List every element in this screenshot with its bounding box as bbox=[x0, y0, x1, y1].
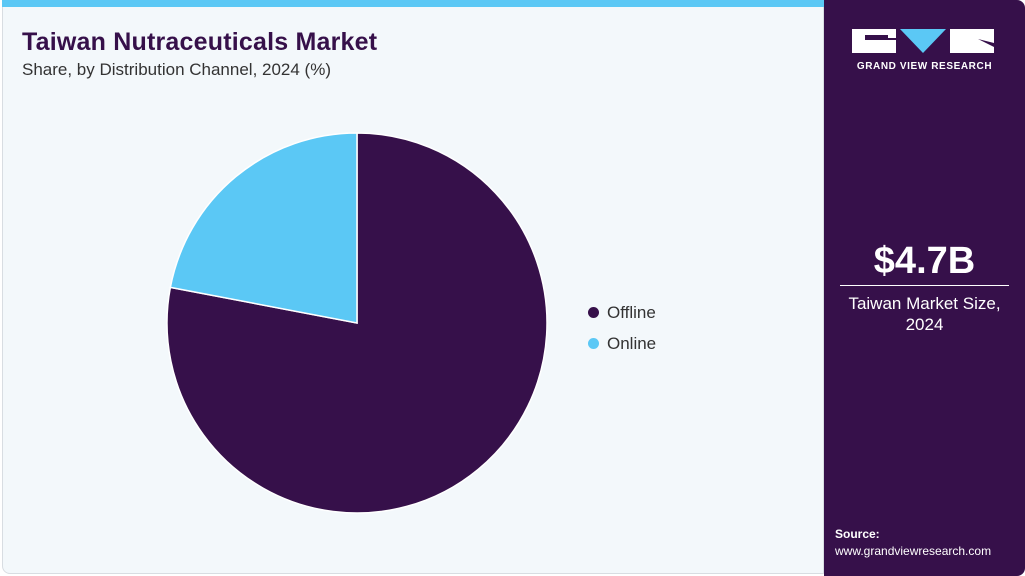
logo-text: GRAND VIEW RESEARCH bbox=[856, 61, 993, 72]
market-label-line1: Taiwan Market Size, bbox=[848, 294, 1001, 313]
pie-chart bbox=[166, 132, 548, 514]
market-label: Taiwan Market Size, 2024 bbox=[824, 293, 1025, 335]
chart-subtitle: Share, by Distribution Channel, 2024 (%) bbox=[22, 60, 331, 79]
legend-swatch bbox=[588, 338, 599, 349]
gvr-logo bbox=[852, 29, 994, 53]
market-value: $4.7B bbox=[873, 240, 976, 282]
market-label-line2: 2024 bbox=[905, 315, 944, 334]
accent-bar bbox=[2, 0, 824, 7]
pie-slice-offline bbox=[166, 132, 548, 514]
chart-title: Taiwan Nutraceuticals Market bbox=[22, 28, 378, 56]
legend-item-offline: Offline bbox=[588, 297, 656, 328]
legend-label: Offline bbox=[607, 302, 656, 322]
divider bbox=[840, 285, 1009, 286]
legend-item-online: Online bbox=[588, 328, 656, 359]
sidebar: GRAND VIEW RESEARCH $4.7B Taiwan Market … bbox=[824, 0, 1025, 576]
source-url[interactable]: www.grandviewresearch.com bbox=[835, 544, 992, 558]
pie-slice-online bbox=[169, 132, 358, 324]
source: Source: www.grandviewresearch.com bbox=[835, 526, 991, 560]
legend: Offline Online bbox=[588, 297, 656, 359]
source-label: Source: bbox=[835, 527, 880, 541]
legend-swatch bbox=[588, 307, 599, 318]
legend-label: Online bbox=[607, 333, 657, 353]
